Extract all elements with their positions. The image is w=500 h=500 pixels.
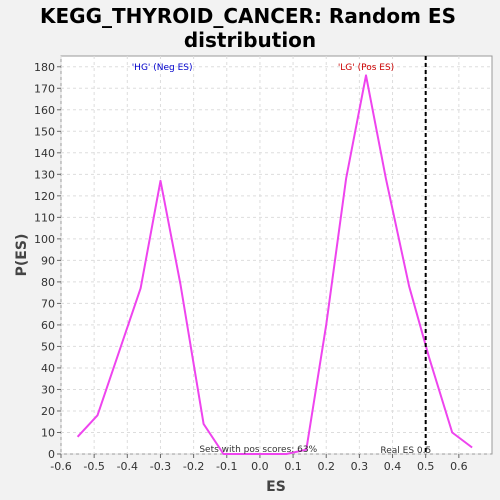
x-tick-label: -0.4 [117,460,138,473]
plot-area [60,55,493,455]
chart-title-line1: KEGG_THYROID_CANCER: Random ES [40,4,456,28]
y-tick-label: 170 [34,82,55,95]
y-tick-label: 140 [34,147,55,160]
y-tick-label: 110 [34,211,55,224]
x-tick-label: -0.5 [83,460,104,473]
y-tick-label: 120 [34,190,55,203]
y-axis-label: P(ES) [14,234,30,277]
x-tick-label: 0.6 [450,460,468,473]
y-tick-label: 130 [34,168,55,181]
y-tick-label: 20 [41,405,55,418]
y-tick-label: 70 [41,297,55,310]
y-tick-label: 30 [41,383,55,396]
x-tick-label: -0.6 [50,460,71,473]
y-tick-label: 80 [41,276,55,289]
chart-title-line2: distribution [184,28,316,52]
x-tick-label: 0.1 [284,460,302,473]
y-tick-label: 0 [48,448,55,461]
x-tick-label: 0.2 [317,460,335,473]
x-axis-label: ES [266,479,286,495]
pos-score-text: Sets with pos scores: 63% [199,445,317,455]
y-tick-label: 10 [41,426,55,439]
real-es-label: Real ES 0.5 [380,446,431,456]
neg-es-label: 'HG' (Neg ES) [132,63,193,73]
x-tick-label: 0.5 [417,460,435,473]
y-tick-label: 60 [41,319,55,332]
x-axis-ticks: -0.6 -0.5 -0.4 -0.3 -0.2 -0.1 0.0 0.1 0.2 0.3 0.4 0… [50,454,468,473]
x-tick-label: -0.1 [216,460,237,473]
series-line [76,74,473,455]
y-tick-label: 180 [34,61,55,74]
series-layer [76,74,473,455]
y-tick-label: 50 [41,340,55,353]
x-tick-label: 0.3 [351,460,369,473]
x-tick-label: -0.2 [183,460,204,473]
pos-es-label: 'LG' (Pos ES) [338,63,394,73]
x-tick-label: 0.4 [384,460,402,473]
y-tick-label: 40 [41,362,55,375]
y-tick-label: 100 [34,233,55,246]
y-tick-label: 160 [34,104,55,117]
y-axis-ticks: 0 10 20 30 40 50 60 70 80 90 100 110 120 130 140 150 160… [34,61,61,461]
y-tick-label: 150 [34,125,55,138]
y-tick-label: 90 [41,254,55,267]
x-tick-label: -0.3 [150,460,171,473]
x-tick-label: 0.0 [251,460,269,473]
